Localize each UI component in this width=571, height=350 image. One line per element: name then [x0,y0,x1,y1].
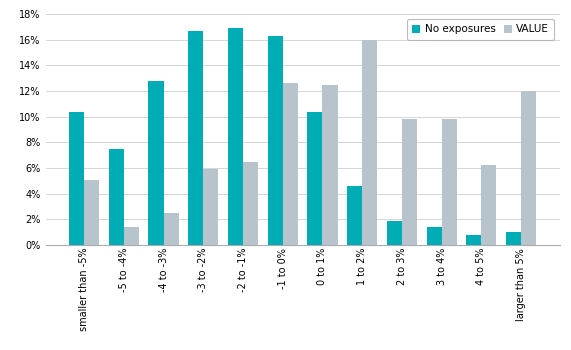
Bar [521,91,536,245]
Bar [124,227,139,245]
Bar [467,235,481,245]
Bar [402,119,417,245]
Bar [148,81,163,245]
Bar [84,180,99,245]
Bar [307,112,323,245]
Bar [228,28,243,245]
Bar [427,227,442,245]
Bar [347,186,362,245]
Bar [387,220,402,245]
Bar [69,112,84,245]
Bar [188,31,203,245]
Bar [108,149,124,245]
Bar [362,40,377,245]
Bar [323,85,337,245]
Bar [203,169,219,245]
Bar [243,162,258,245]
Legend: No exposures, VALUE: No exposures, VALUE [407,19,554,40]
Bar [481,166,497,245]
Bar [268,36,283,245]
Bar [442,119,457,245]
Bar [283,83,298,245]
Bar [506,232,521,245]
Bar [163,213,179,245]
